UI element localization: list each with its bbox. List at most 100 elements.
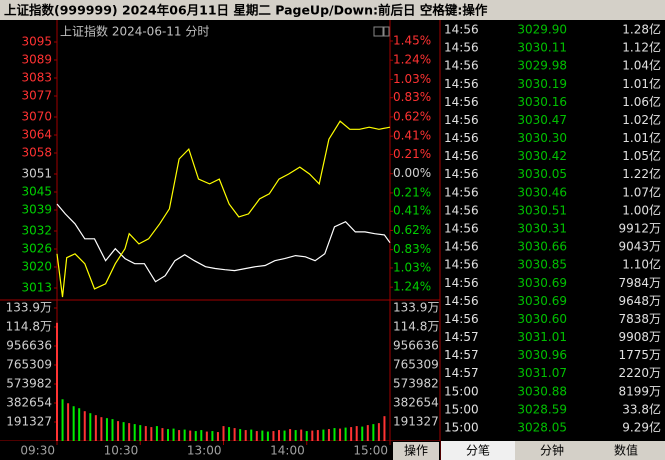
- trade-time: 14:57: [444, 366, 479, 380]
- y-tick-label: 3026: [21, 242, 52, 256]
- y2-tick-label: 0.62%: [393, 109, 431, 123]
- trade-time: 14:56: [444, 113, 479, 127]
- volume-bar: [72, 406, 75, 441]
- trade-volume: 1.10亿: [622, 257, 661, 272]
- volume-bar: [178, 430, 181, 441]
- trade-volume: 1.06亿: [622, 94, 661, 109]
- volume-tick-label: 382654: [6, 395, 52, 409]
- volume-bar: [128, 423, 131, 441]
- volume-bar: [161, 428, 164, 441]
- trade-volume: 2220万: [618, 366, 661, 380]
- trade-volume: 9912万: [618, 221, 661, 235]
- y-tick-label: 3058: [21, 146, 52, 160]
- chart-panel: [0, 20, 440, 441]
- button-label[interactable]: 操作: [404, 443, 428, 458]
- volume-tick-label: 573982: [393, 376, 439, 390]
- volume-bar: [333, 428, 336, 441]
- volume-bar: [366, 425, 369, 441]
- tab-label[interactable]: 数值: [614, 443, 638, 458]
- trade-price: 3028.59: [517, 402, 567, 416]
- volume-bar: [83, 411, 86, 441]
- volume-bar: [305, 431, 308, 441]
- volume-bar: [383, 416, 386, 441]
- trade-time: 14:57: [444, 348, 479, 362]
- volume-bar: [300, 429, 303, 441]
- volume-tick-label: 382654: [393, 395, 439, 409]
- x-tick-label: 13:00: [187, 444, 222, 458]
- trade-time: 14:56: [444, 221, 479, 235]
- volume-bar: [283, 430, 286, 441]
- trade-price: 3030.88: [517, 384, 567, 398]
- volume-bar: [239, 429, 242, 441]
- volume-bar: [200, 430, 203, 441]
- trade-time: 15:00: [444, 420, 479, 434]
- trade-time: 14:56: [444, 167, 479, 181]
- y2-tick-label: 1.03%: [393, 72, 431, 86]
- window-title: 上证指数(999999) 2024年06月11日 星期二 PageUp/Down…: [4, 3, 488, 18]
- trade-time: 14:56: [444, 258, 479, 272]
- x-tick-label: 15:00: [353, 444, 388, 458]
- trade-price: 3030.19: [517, 77, 567, 91]
- volume-bar: [150, 427, 153, 441]
- tab-label[interactable]: 分笔: [466, 443, 490, 458]
- trade-volume: 1.01亿: [622, 130, 661, 145]
- trade-time: 14:56: [444, 149, 479, 163]
- window-icon[interactable]: [373, 26, 384, 37]
- volume-bar: [133, 424, 136, 441]
- operate-button[interactable]: [393, 442, 439, 460]
- volume-bar: [56, 322, 58, 441]
- volume-bar: [327, 429, 330, 441]
- volume-bar: [377, 423, 380, 441]
- volume-bar: [78, 408, 81, 441]
- trade-time: 14:56: [444, 185, 479, 199]
- volume-tick-label: 191327: [393, 414, 439, 428]
- trade-volume: 1775万: [618, 348, 661, 362]
- y-tick-label: 3070: [21, 110, 52, 124]
- window-icon[interactable]: [383, 26, 390, 37]
- trade-price: 3028.05: [517, 420, 567, 434]
- volume-bar: [372, 424, 375, 441]
- y2-tick-label: 0.62%: [393, 223, 431, 237]
- trade-price: 3030.46: [517, 185, 567, 199]
- trade-time: 15:00: [444, 402, 479, 416]
- tab-selected[interactable]: [441, 441, 515, 460]
- trade-price: 3030.60: [517, 312, 567, 326]
- trade-price: 3030.69: [517, 294, 567, 308]
- y-tick-label: 3032: [21, 224, 52, 238]
- trade-price: 3030.16: [517, 95, 567, 109]
- trade-volume: 33.8亿: [622, 401, 661, 416]
- volume-bar: [183, 429, 186, 441]
- volume-bar: [172, 428, 175, 441]
- volume-bar: [139, 425, 142, 441]
- y-tick-label: 3064: [21, 128, 52, 142]
- trade-volume: 1.02亿: [622, 112, 661, 127]
- volume-bar: [344, 427, 347, 441]
- y2-tick-label: 1.24%: [393, 53, 431, 67]
- volume-tick-label: 114.8万: [393, 319, 439, 333]
- volume-bar: [355, 426, 358, 441]
- tab-label[interactable]: 分钟: [540, 443, 564, 458]
- trade-price: 3030.31: [517, 221, 567, 235]
- volume-bar: [361, 426, 364, 441]
- volume-bar: [250, 429, 253, 441]
- volume-tick-label: 133.9万: [6, 301, 52, 315]
- volume-bar: [144, 426, 147, 441]
- trade-price: 3030.05: [517, 167, 567, 181]
- y-tick-label: 3089: [21, 53, 52, 67]
- y2-tick-label: 0.83%: [393, 90, 431, 104]
- trade-price: 3031.07: [517, 366, 567, 380]
- trade-price: 3030.47: [517, 113, 567, 127]
- trade-volume: 1.01亿: [622, 76, 661, 91]
- trade-price: 3030.96: [517, 348, 567, 362]
- volume-bar: [189, 430, 192, 441]
- volume-bar: [211, 431, 214, 441]
- volume-bar: [167, 429, 169, 441]
- trade-time: 14:57: [444, 330, 479, 344]
- price-line: [56, 203, 391, 283]
- trade-time: 14:56: [444, 41, 479, 55]
- y2-tick-label: 0.21%: [393, 147, 431, 161]
- y-tick-label: 3051: [21, 167, 52, 181]
- volume-bar: [194, 431, 197, 441]
- price-line: [56, 120, 391, 298]
